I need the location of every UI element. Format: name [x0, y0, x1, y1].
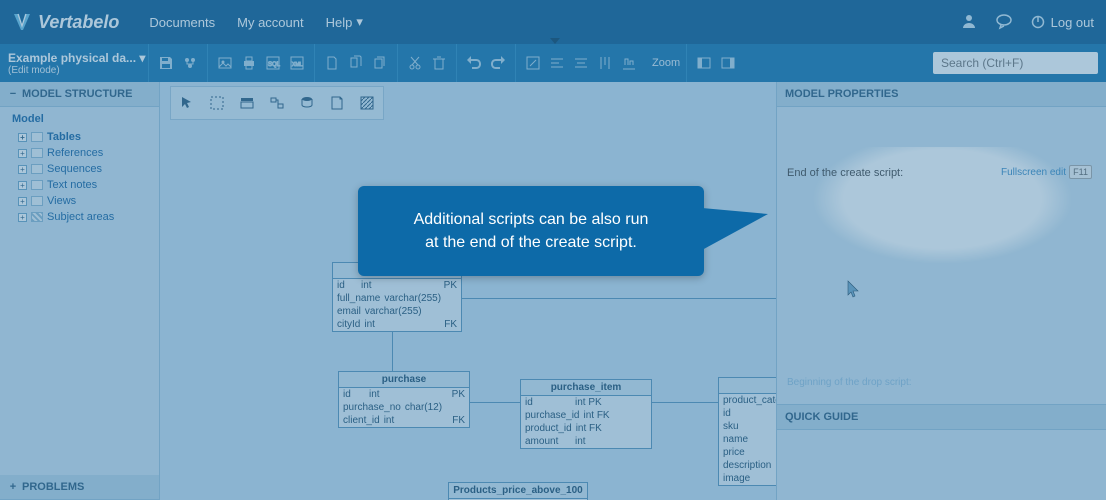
chevron-down-icon: ▾ — [356, 14, 363, 30]
undo-icon[interactable] — [463, 52, 485, 74]
document-name[interactable]: Example physical da... ▾ (Edit mode) — [8, 51, 148, 76]
layout-left-icon[interactable] — [693, 52, 715, 74]
entity-purchase[interactable]: purchase idintPK purchase_nochar(12) cli… — [338, 371, 470, 428]
xml-icon[interactable]: XML — [286, 52, 308, 74]
layout-right-icon[interactable] — [717, 52, 739, 74]
share-icon[interactable] — [179, 52, 201, 74]
logo[interactable]: Vertabelo — [12, 12, 119, 33]
entity-product[interactable]: product product_category_idintFK idintPK… — [718, 377, 776, 486]
align-center-icon[interactable] — [570, 52, 592, 74]
align-top-icon[interactable] — [594, 52, 616, 74]
reference-tool-icon[interactable] — [265, 91, 289, 115]
edit-box-icon[interactable] — [522, 52, 544, 74]
trash-icon[interactable] — [428, 52, 450, 74]
svg-text:XML: XML — [292, 62, 303, 68]
end-script-label: End of the create script: — [787, 167, 903, 179]
doc1-icon[interactable] — [321, 52, 343, 74]
entity-purchase-item[interactable]: purchase_item idint PK purchase_idint FK… — [520, 379, 652, 449]
view-tool-icon[interactable] — [295, 91, 319, 115]
cut-icon[interactable] — [404, 52, 426, 74]
tutorial-callout: Additional scripts can be also run at th… — [358, 186, 704, 276]
table-tool-icon[interactable] — [235, 91, 259, 115]
model-structure-header[interactable]: −MODEL STRUCTURE — [0, 82, 159, 107]
save-icon[interactable] — [155, 52, 177, 74]
f11-key-hint: F11 — [1069, 165, 1092, 179]
tree-item-tables[interactable]: +Tables — [4, 129, 155, 145]
marquee-tool-icon[interactable] — [205, 91, 229, 115]
brand-text: Vertabelo — [38, 12, 119, 33]
doc-stack-icon[interactable] — [369, 52, 391, 74]
search-input[interactable] — [933, 52, 1098, 74]
area-tool-icon[interactable] — [355, 91, 379, 115]
tree-root-model[interactable]: Model — [4, 113, 155, 125]
fullscreen-edit-link[interactable]: Fullscreen edit — [1001, 167, 1066, 178]
note-tool-icon[interactable] — [325, 91, 349, 115]
tree-item-subject-areas[interactable]: +Subject areas — [4, 209, 155, 225]
problems-header[interactable]: +PROBLEMS — [0, 475, 159, 500]
bookmark-marker-icon — [550, 38, 560, 44]
zoom-label: Zoom — [652, 57, 680, 69]
toolbar: Example physical da... ▾ (Edit mode) SQL… — [0, 44, 1106, 82]
canvas[interactable]: client idintPK full_namevarchar(255) ema… — [160, 82, 776, 500]
doc-copy-icon[interactable] — [345, 52, 367, 74]
image-icon[interactable] — [214, 52, 236, 74]
sql-icon[interactable]: SQL — [262, 52, 284, 74]
align-bottom-icon[interactable] — [618, 52, 640, 74]
nav-help[interactable]: Help ▾ — [326, 14, 363, 30]
top-right: Log out — [961, 12, 1094, 33]
svg-text:SQL: SQL — [268, 62, 281, 68]
pointer-tool-icon[interactable] — [175, 91, 199, 115]
drop-script-label: Beginning of the drop script: — [787, 377, 912, 388]
tree-item-sequences[interactable]: +Sequences — [4, 161, 155, 177]
quick-guide-body — [777, 430, 1106, 500]
tree-item-references[interactable]: +References — [4, 145, 155, 161]
chat-icon[interactable] — [995, 12, 1013, 33]
nav-documents[interactable]: Documents — [149, 14, 215, 30]
nav-my-account[interactable]: My account — [237, 14, 303, 30]
model-properties-header[interactable]: MODEL PROPERTIES — [777, 82, 1106, 107]
tree-item-text-notes[interactable]: +Text notes — [4, 177, 155, 193]
entity-view-products[interactable]: Products_price_above_100 namevarchar(255… — [448, 482, 588, 500]
align-left-icon[interactable] — [546, 52, 568, 74]
right-panel: MODEL PROPERTIES End of the create scrip… — [776, 82, 1106, 500]
logout-link[interactable]: Log out — [1031, 15, 1094, 30]
canvas-tool-tray — [170, 86, 384, 120]
quick-guide-header[interactable]: QUICK GUIDE — [777, 404, 1106, 430]
redo-icon[interactable] — [487, 52, 509, 74]
tree-item-views[interactable]: +Views — [4, 193, 155, 209]
user-icon[interactable] — [961, 13, 977, 32]
top-nav: Documents My account Help ▾ — [149, 14, 960, 30]
print-icon[interactable] — [238, 52, 260, 74]
left-panel: −MODEL STRUCTURE Model +Tables +Referenc… — [0, 82, 160, 500]
